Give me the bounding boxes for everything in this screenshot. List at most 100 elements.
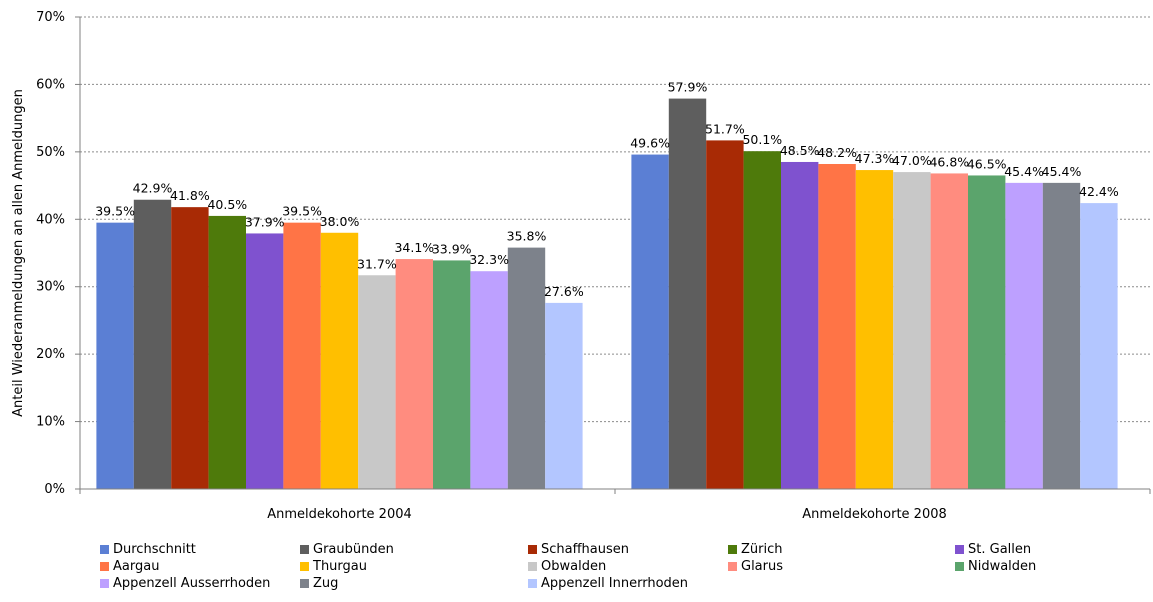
data-label: 37.9% — [245, 214, 285, 229]
y-tick-label: 40% — [36, 212, 65, 227]
legend-label: Zug — [313, 575, 339, 591]
legend-item: Schaffhausen — [528, 540, 629, 558]
legend-swatch — [100, 578, 109, 588]
data-label: 40.5% — [207, 197, 247, 212]
bar — [743, 151, 781, 489]
legend-item: St. Gallen — [955, 540, 1031, 558]
legend-swatch — [528, 544, 537, 554]
bar — [283, 222, 321, 489]
legend-item: Graubünden — [300, 540, 394, 558]
bar — [1080, 203, 1118, 490]
axes-layer: 0% 10% 20% 30% 40% 50% 60% 70% Anmeldekohorte 20… — [11, 10, 1151, 522]
data-label: 49.6% — [630, 136, 670, 151]
bar — [855, 170, 894, 489]
bar — [668, 98, 707, 490]
legend-label: Appenzell Innerrhoden — [541, 575, 689, 591]
legend-label: Appenzell Ausserrhoden — [113, 575, 271, 591]
data-label: 32.3% — [469, 252, 509, 267]
legend-swatch — [100, 561, 109, 571]
data-label: 41.8% — [170, 188, 210, 203]
data-label: 46.8% — [929, 154, 969, 169]
data-label: 48.5% — [780, 143, 820, 158]
bar — [818, 163, 856, 489]
bar — [395, 259, 433, 489]
legend-swatch — [728, 561, 737, 571]
data-label: 47.3% — [855, 151, 895, 166]
legend-item: Thurgau — [300, 557, 367, 575]
bar — [706, 140, 744, 489]
legend-label: Thurgau — [313, 558, 367, 574]
legend-label: Glarus — [741, 558, 784, 574]
bar — [96, 222, 134, 489]
legend-item: Obwalden — [528, 557, 606, 575]
legend-swatch — [100, 544, 109, 554]
data-label: 35.8% — [507, 229, 547, 244]
data-label: 48.2% — [817, 145, 857, 160]
bar — [631, 154, 669, 489]
data-label: 57.9% — [668, 80, 708, 95]
x-category-label: Anmeldekohorte 2008 — [802, 507, 947, 522]
y-tick-label: 10% — [36, 415, 65, 430]
bar — [781, 161, 819, 489]
bars-layer — [96, 98, 1118, 490]
bar — [133, 199, 172, 489]
y-axis-title: Anteil Wiederanmeldungen an allen Anmeld… — [11, 89, 26, 417]
bar — [545, 302, 583, 489]
legend-swatch — [955, 544, 964, 554]
data-label: 39.5% — [95, 204, 135, 219]
legend-item: Appenzell Innerrhoden — [528, 574, 688, 592]
bar — [893, 172, 931, 490]
y-tick-label: 60% — [36, 77, 65, 92]
legend-label: Zürich — [741, 541, 783, 557]
bar — [507, 247, 546, 489]
data-label: 46.5% — [967, 156, 1007, 171]
bar — [968, 175, 1006, 489]
bar — [246, 233, 284, 489]
bar — [1042, 182, 1081, 490]
data-label: 50.1% — [742, 132, 782, 147]
bar — [171, 207, 209, 490]
bar — [470, 271, 508, 489]
data-label: 39.5% — [282, 204, 322, 219]
legend-label: Schaffhausen — [541, 541, 630, 557]
legend-label: Durchschnitt — [113, 541, 196, 557]
legend-label: Graubünden — [313, 541, 394, 557]
y-tick-label: 50% — [36, 145, 65, 160]
legend-label: Nidwalden — [968, 558, 1037, 574]
data-label: 45.4% — [1004, 164, 1044, 179]
legend-swatch — [300, 544, 309, 554]
data-label: 51.7% — [705, 121, 745, 136]
legend-label: St. Gallen — [968, 541, 1032, 557]
legend-swatch — [528, 578, 537, 588]
bar — [358, 275, 396, 489]
y-tick-label: 0% — [44, 482, 65, 497]
legend-swatch — [728, 544, 737, 554]
data-label: 27.6% — [544, 284, 584, 299]
legend-item: Zürich — [728, 540, 783, 558]
data-labels-layer: 39.5% 49.6% 42.9% 57.9% 41.8% 51.7% 40.5% 50.1%… — [95, 80, 1119, 299]
legend-swatch — [528, 561, 537, 571]
bar — [208, 215, 246, 489]
legend-item: Appenzell Ausserrhoden — [100, 574, 270, 592]
legend-item: Nidwalden — [955, 557, 1036, 575]
y-tick-label: 70% — [36, 10, 65, 25]
data-label: 47.0% — [892, 153, 932, 168]
legend-item: Glarus — [728, 557, 783, 575]
bar — [930, 173, 968, 490]
legend-label: Aargau — [113, 558, 160, 574]
legend-item: Zug — [300, 574, 338, 592]
legend-swatch — [955, 561, 964, 571]
bar — [433, 260, 471, 489]
data-label: 45.4% — [1042, 164, 1082, 179]
data-label: 42.4% — [1079, 184, 1119, 199]
y-tick-label: 30% — [36, 280, 65, 295]
data-label: 33.9% — [432, 241, 472, 256]
data-label: 38.0% — [320, 214, 360, 229]
legend-swatch — [300, 561, 309, 571]
legend-label: Obwalden — [541, 558, 607, 574]
bar — [320, 232, 359, 489]
data-label: 31.7% — [357, 256, 397, 271]
legend-swatch — [300, 578, 309, 588]
